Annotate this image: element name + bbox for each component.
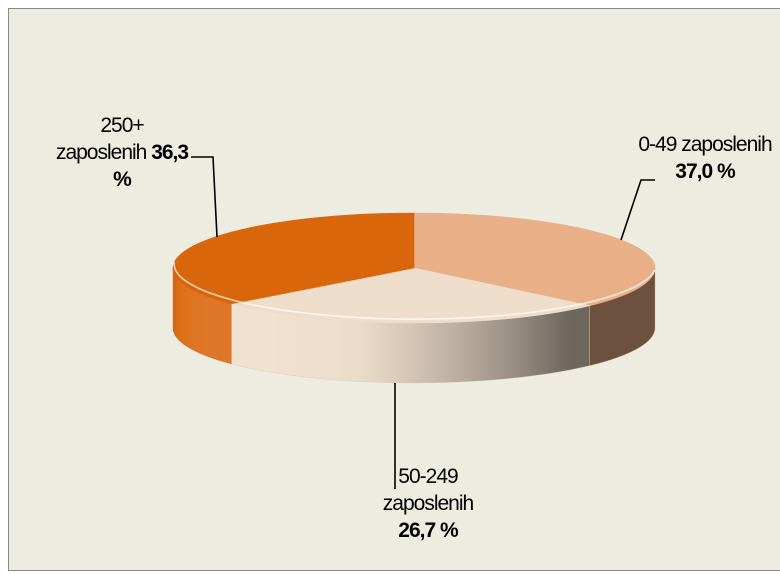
data-label-50-249: 50-249 zaposlenih 26,7 % <box>358 463 498 544</box>
data-label-value: 36,3 % <box>113 141 189 191</box>
leader-line-250 <box>191 156 218 238</box>
data-label-value: 26,7 % <box>398 519 458 542</box>
pie-slice-50-249-zaposlenih <box>230 267 590 324</box>
pie-side-walls <box>172 267 656 384</box>
data-label-0-49: 0-49 zaposlenih 37,0 % <box>630 131 780 185</box>
data-label-category: 250+ zaposlenih <box>55 114 147 164</box>
leader-line-0-49 <box>620 179 655 241</box>
pie-rim-highlight <box>173 262 656 320</box>
pie-top-faces <box>172 212 656 324</box>
leader-lines <box>191 156 655 489</box>
pie-slice-250-zaposlenih <box>172 212 415 305</box>
pie-slice-0-49-zaposlenih <box>413 212 656 306</box>
data-label-category: 50-249 zaposlenih <box>382 465 474 515</box>
data-label-value: 37,0 % <box>675 160 735 183</box>
data-label-250: 250+ zaposlenih 36,3 % <box>40 112 204 193</box>
data-label-category: 0-49 zaposlenih <box>638 133 772 156</box>
